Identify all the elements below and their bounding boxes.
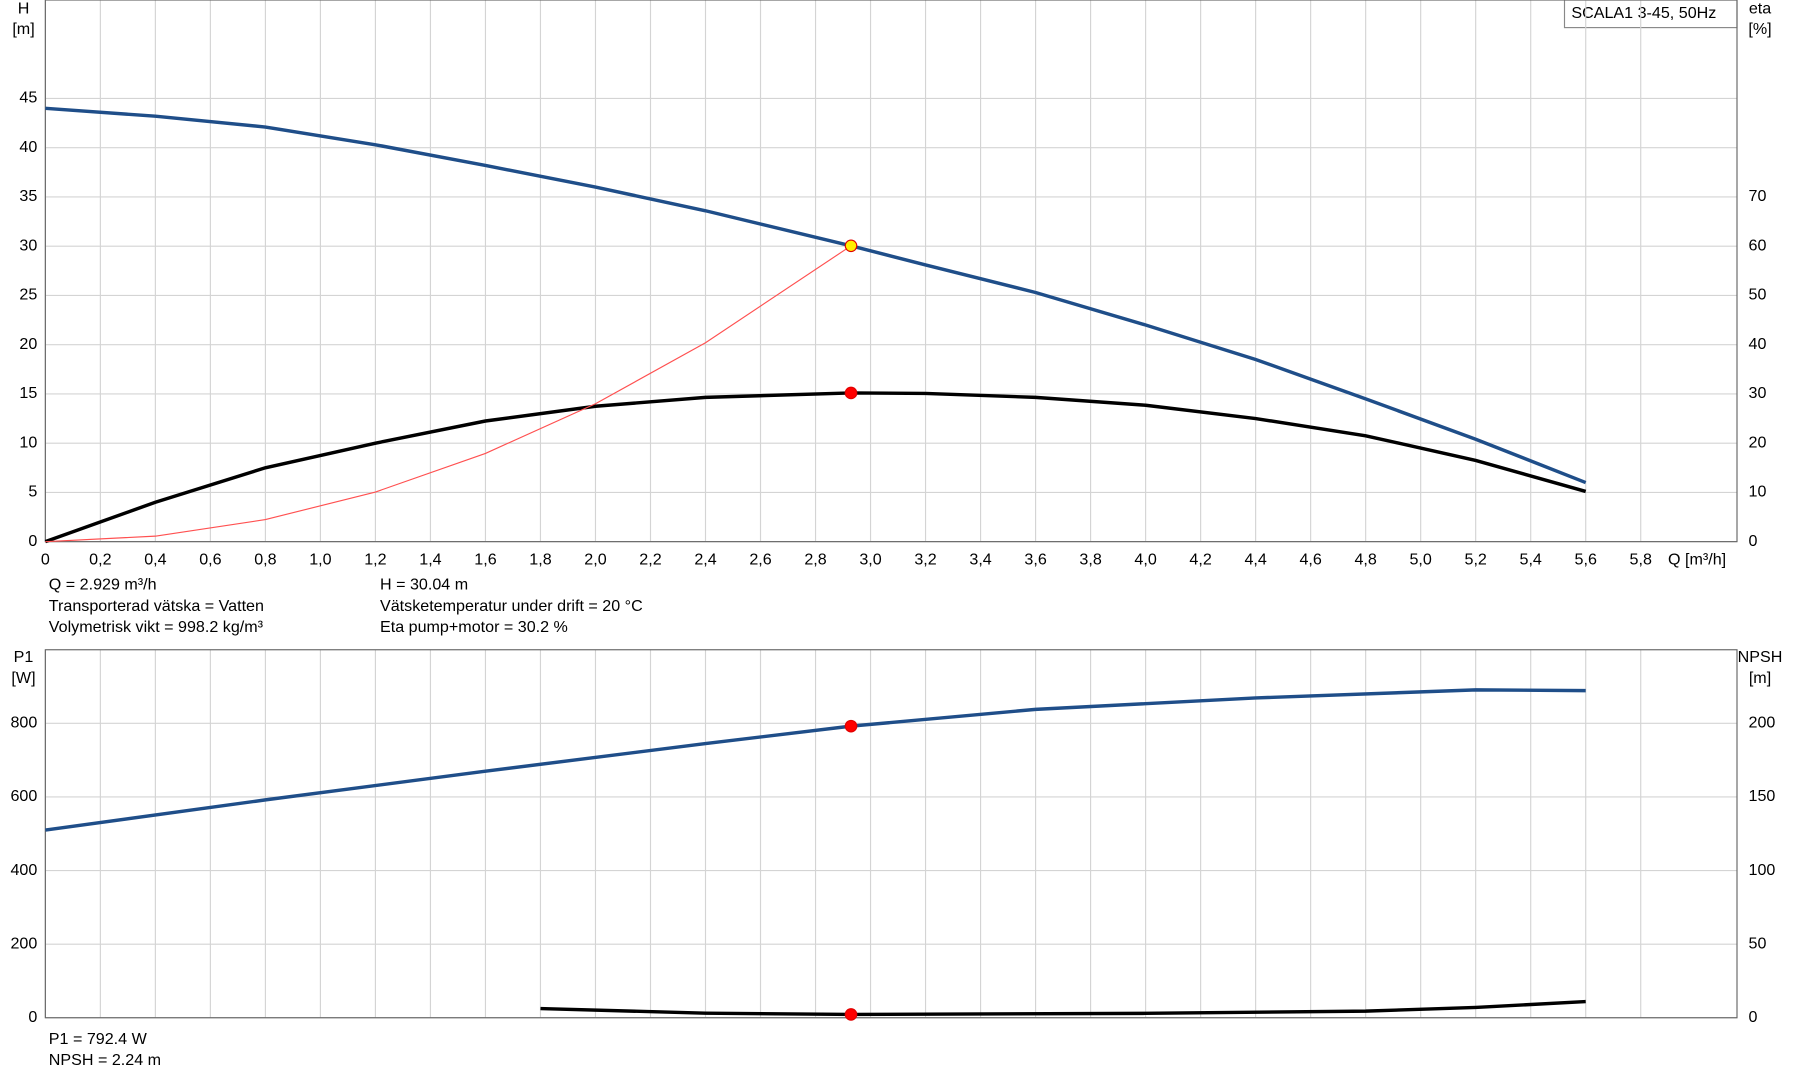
y-tick-label: 600 (10, 787, 37, 805)
x-tick-label: 2,0 (584, 550, 606, 568)
x-tick-label: 2,4 (694, 550, 716, 568)
x-tick-label: 2,6 (749, 550, 771, 568)
x-tick-label: 1,2 (364, 550, 386, 568)
y2-axis-label: NPSH (1738, 648, 1783, 666)
y2-tick-label: 0 (1749, 1008, 1758, 1026)
info-text: Volymetrisk vikt = 998.2 kg/m³ (49, 618, 264, 636)
y-tick-label: 5 (28, 483, 37, 501)
y2-tick-label: 200 (1749, 714, 1776, 732)
y2-tick-label: 50 (1749, 934, 1767, 952)
x-tick-label: 1,0 (309, 550, 331, 568)
y-axis-label: H (18, 0, 30, 17)
x-tick-label: 4,6 (1299, 550, 1321, 568)
y2-tick-label: 30 (1749, 384, 1767, 402)
x-tick-label: 2,8 (804, 550, 826, 568)
x-tick-label: 5,8 (1630, 550, 1652, 568)
y-tick-label: 35 (19, 187, 37, 205)
y-tick-label: 25 (19, 286, 37, 304)
x-tick-label: 0,2 (89, 550, 111, 568)
x-tick-label: 1,6 (474, 550, 496, 568)
y-tick-label: 30 (19, 236, 37, 254)
x-tick-label: 1,8 (529, 550, 551, 568)
x-tick-label: 0,4 (144, 550, 166, 568)
y2-axis-unit: [m] (1749, 669, 1771, 687)
y-tick-label: 40 (19, 138, 37, 156)
y2-tick-label: 20 (1749, 433, 1767, 451)
y-axis-label: P1 (14, 648, 34, 666)
x-tick-label: 3,6 (1024, 550, 1046, 568)
y-tick-label: 0 (28, 1008, 37, 1026)
plot-frame (44, 649, 1738, 1019)
legend-box (1563, 0, 1738, 29)
y-tick-label: 0 (28, 532, 37, 550)
info-text: P1 = 792.4 W (49, 1030, 148, 1048)
x-axis-label: Q [m³/h] (1668, 550, 1726, 568)
info-text: NPSH = 2.24 m (49, 1051, 161, 1069)
x-tick-label: 2,2 (639, 550, 661, 568)
y2-tick-label: 70 (1749, 187, 1767, 205)
curve (45, 245, 852, 543)
x-tick-label: 4,8 (1354, 550, 1376, 568)
info-text: Eta pump+motor = 30.2 % (380, 618, 568, 636)
y-tick-label: 10 (19, 433, 37, 451)
x-tick-label: 5,0 (1409, 550, 1431, 568)
legend-label: SCALA1 3-45, 50Hz (1571, 4, 1716, 22)
x-tick-label: 1,4 (419, 550, 441, 568)
x-tick-label: 3,0 (859, 550, 881, 568)
x-tick-label: 4,2 (1189, 550, 1211, 568)
operating-point (844, 239, 858, 253)
x-tick-label: 0,6 (199, 550, 221, 568)
operating-point (844, 1008, 858, 1021)
y-tick-label: 800 (10, 714, 37, 732)
curve (540, 999, 1586, 1017)
plot-frame (44, 0, 1738, 543)
info-text: H = 30.04 m (380, 576, 468, 594)
y-tick-label: 15 (19, 384, 37, 402)
x-tick-label: 4,4 (1244, 550, 1266, 568)
y2-tick-label: 50 (1749, 286, 1767, 304)
y-tick-label: 45 (19, 89, 37, 107)
x-tick-label: 4,0 (1134, 550, 1156, 568)
y-tick-label: 20 (19, 335, 37, 353)
y-tick-label: 400 (10, 861, 37, 879)
y2-axis-unit: [%] (1748, 20, 1771, 38)
x-tick-label: 5,4 (1520, 550, 1542, 568)
y2-tick-label: 60 (1749, 236, 1767, 254)
x-tick-label: 0,8 (254, 550, 276, 568)
x-tick-label: 5,6 (1575, 550, 1597, 568)
x-tick-label: 5,2 (1465, 550, 1487, 568)
x-tick-label: 3,2 (914, 550, 936, 568)
info-text: Q = 2.929 m³/h (49, 576, 157, 594)
operating-point (844, 719, 858, 733)
x-tick-label: 3,8 (1079, 550, 1101, 568)
info-text: Transporterad vätska = Vatten (49, 597, 264, 615)
y2-tick-label: 40 (1749, 335, 1767, 353)
y-tick-label: 200 (10, 934, 37, 952)
y-axis-unit: [W] (11, 669, 35, 687)
info-text: Vätsketemperatur under drift = 20 °C (380, 597, 643, 615)
y2-axis-label: eta (1749, 0, 1771, 17)
y2-tick-label: 100 (1749, 861, 1776, 879)
y2-tick-label: 150 (1749, 787, 1776, 805)
y2-tick-label: 0 (1749, 532, 1758, 550)
x-tick-label: 0 (41, 550, 50, 568)
y2-tick-label: 10 (1749, 483, 1767, 501)
operating-point (844, 386, 858, 400)
x-tick-label: 3,4 (969, 550, 991, 568)
y-axis-unit: [m] (12, 20, 34, 38)
